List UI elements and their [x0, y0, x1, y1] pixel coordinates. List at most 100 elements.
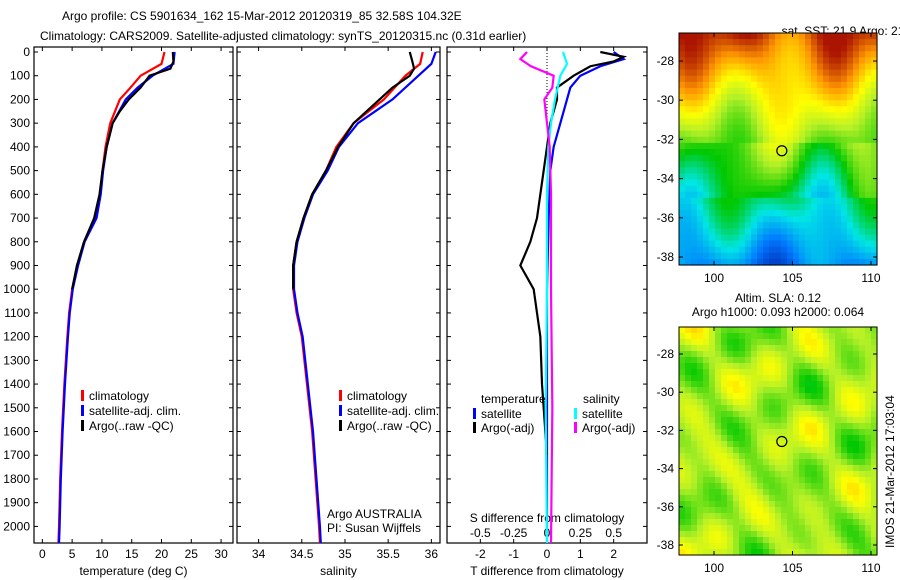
map-cell [871, 100, 878, 107]
map-cell [853, 351, 860, 358]
map-cell [715, 369, 722, 376]
map-cell [841, 513, 848, 520]
map-cell [763, 417, 770, 424]
map-cell [775, 489, 782, 496]
map-cell [835, 351, 842, 358]
map-cell [847, 417, 854, 424]
map-cell [847, 411, 854, 418]
map-cell [721, 258, 728, 266]
map-cell [871, 228, 878, 236]
map-cell [859, 363, 866, 370]
map-cell [769, 531, 776, 538]
map-cell [805, 57, 812, 65]
map-cell [841, 252, 848, 260]
map-cell [775, 57, 782, 65]
map-cell [727, 357, 734, 364]
map-cell [685, 471, 692, 478]
map-cell [763, 33, 770, 40]
map-cell [715, 345, 722, 352]
map-cell [829, 465, 836, 472]
map-cell [805, 453, 812, 460]
map-cell [859, 246, 866, 254]
map-cell [703, 222, 710, 229]
map-cell [757, 471, 764, 478]
map-cell [811, 417, 818, 424]
map-cell [865, 411, 872, 418]
map-cell [685, 525, 692, 532]
map-cell [709, 94, 716, 101]
map-cell [739, 387, 746, 394]
map-cell [853, 327, 860, 334]
map-cell [745, 537, 752, 544]
map-cell [733, 483, 740, 490]
map-cell [685, 435, 692, 442]
map-cell [775, 197, 782, 205]
map-cell [871, 234, 878, 242]
map-cell [715, 216, 722, 223]
map-cell [835, 387, 842, 394]
map-cell [865, 240, 872, 248]
map-cell [787, 216, 794, 223]
map-cell [871, 203, 878, 211]
map-cell [757, 130, 764, 138]
map-cell [763, 393, 770, 400]
map-cell [787, 537, 794, 544]
map-cell [739, 136, 746, 144]
map-cell [757, 393, 764, 400]
map-cell [775, 327, 782, 334]
map-cell [805, 258, 812, 266]
map-cell [679, 333, 686, 340]
map-cell [847, 222, 854, 229]
map-cell [733, 351, 740, 358]
map-cell [703, 185, 710, 193]
map-cell [817, 197, 824, 205]
map-cell [865, 173, 872, 181]
map-cell [691, 216, 698, 223]
legend-swatch [574, 422, 577, 433]
map-cell [865, 130, 872, 138]
map-cell [853, 531, 860, 538]
series-t-argo-adj- [519, 50, 628, 456]
map-cell [787, 531, 794, 538]
map-cell [805, 543, 812, 550]
map-cell [841, 142, 848, 150]
map-cell [733, 130, 740, 138]
map-cell [823, 369, 830, 376]
map-cell [847, 423, 854, 430]
map-cell [769, 369, 776, 376]
map-cell [781, 483, 788, 490]
map-cell [841, 465, 848, 472]
map-cell [829, 33, 836, 40]
map-cell [829, 441, 836, 448]
map-cell [763, 531, 770, 538]
map-cell [733, 405, 740, 412]
map-cell [871, 118, 878, 126]
map-cell [763, 459, 770, 466]
map-cell [805, 118, 812, 126]
map-cell [775, 357, 782, 364]
map-cell [709, 405, 716, 412]
map-cell [703, 258, 710, 266]
map-cell [859, 465, 866, 472]
map-cell [823, 381, 830, 388]
map-cell [775, 387, 782, 394]
map-cell [787, 39, 794, 46]
map-cell [871, 179, 878, 187]
map-cell [751, 87, 758, 95]
map-cell [805, 173, 812, 181]
map-cell [865, 477, 872, 484]
map-cell [745, 369, 752, 376]
map-cell [679, 149, 686, 156]
legend-label: Argo(-adj) [582, 421, 635, 435]
map-cell [715, 75, 722, 83]
map-cell [799, 507, 806, 514]
map-cell [823, 483, 830, 490]
map-cell [721, 210, 728, 217]
map-cell [781, 216, 788, 223]
map-cell [727, 345, 734, 352]
map-cell [715, 471, 722, 478]
map-cell [841, 258, 848, 266]
map-cell [769, 246, 776, 254]
map-cell [697, 507, 704, 514]
map-cell [823, 489, 830, 496]
